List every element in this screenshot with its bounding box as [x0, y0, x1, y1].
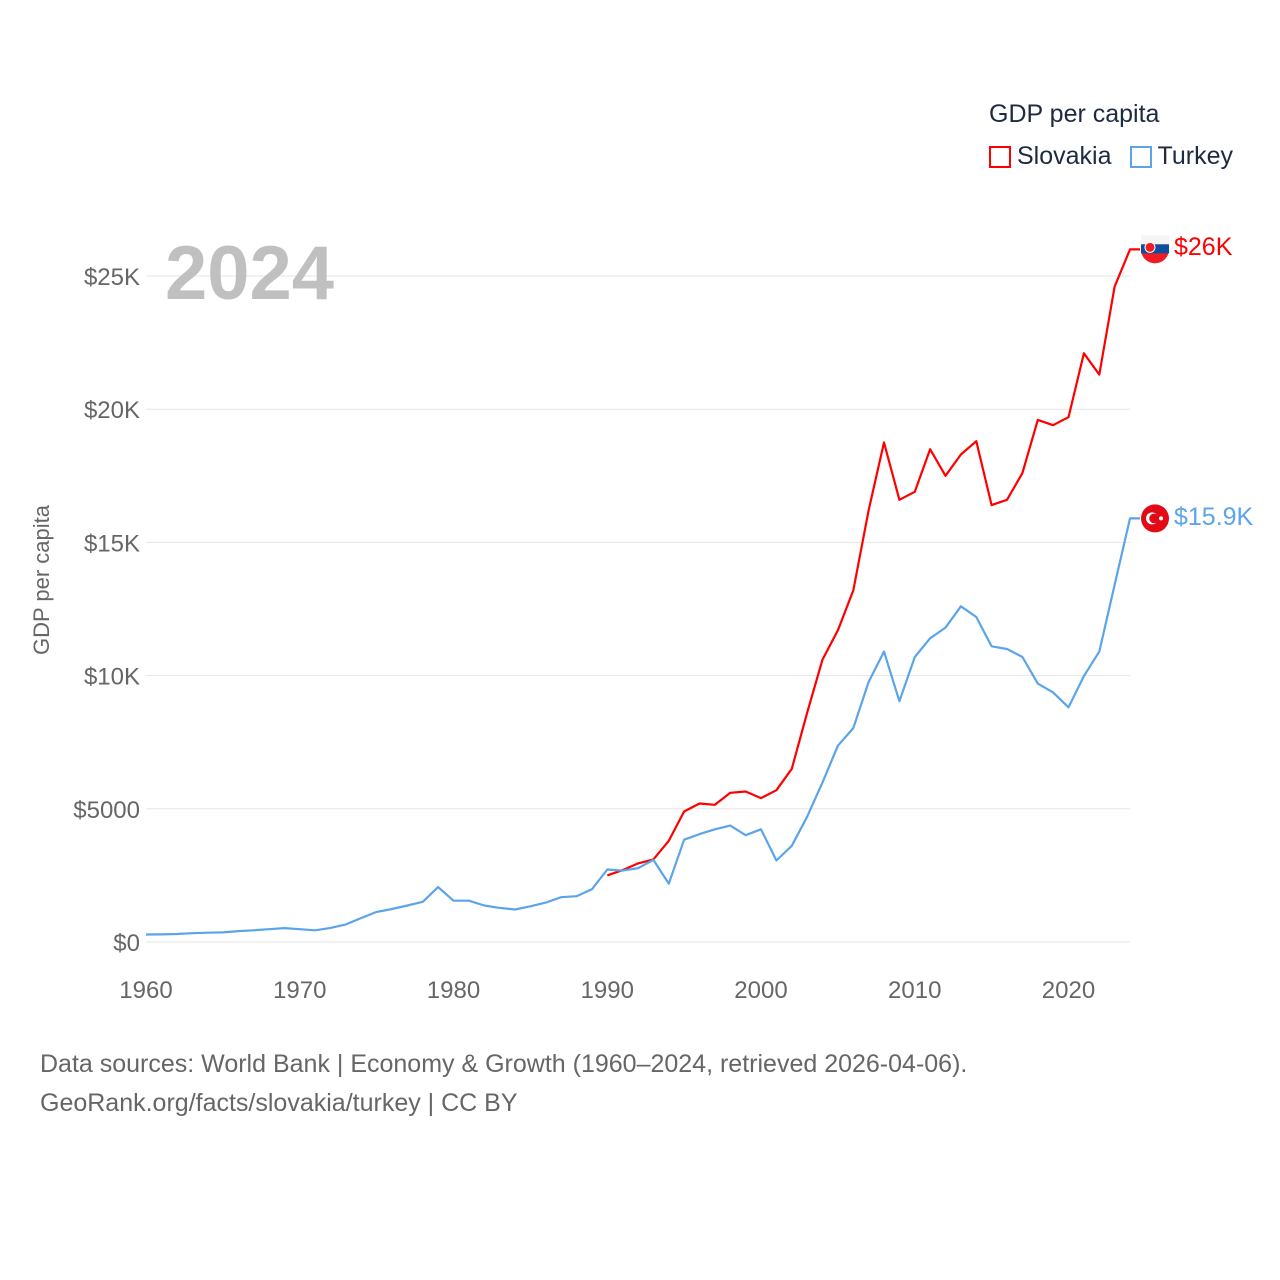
y-tick-label: $25K	[84, 264, 140, 291]
series-line-slovakia	[606, 248, 1140, 877]
legend-title: GDP per capita	[989, 100, 1160, 128]
source-line-1: Data sources: World Bank | Economy & Gro…	[40, 1050, 968, 1078]
y-tick-label: $5000	[73, 797, 140, 824]
turkey-flag-crescent-inner	[1149, 513, 1159, 524]
x-tick-label: 2000	[734, 977, 787, 1004]
x-tick-label: 1980	[427, 977, 480, 1004]
turkey-swatch	[1129, 145, 1152, 168]
legend-item-slovakia[interactable]: Slovakia	[989, 142, 1112, 171]
y-tick-label: $0	[113, 930, 140, 957]
slovakia-swatch	[989, 145, 1011, 168]
source-line-2[interactable]: GeoRank.org/facts/slovakia/turkey | CC B…	[40, 1089, 518, 1117]
slovakia-flag-white-band	[1141, 235, 1169, 245]
legend: Slovakia Turkey	[989, 142, 1233, 171]
legend-label-slovakia: Slovakia	[1017, 142, 1112, 170]
slovakia-end-label: $26K	[1174, 233, 1233, 261]
y-tick-label: $10K	[84, 664, 140, 691]
x-tick-label: 1960	[119, 977, 172, 1004]
legend-item-turkey[interactable]: Turkey	[1129, 142, 1233, 171]
y-tick-label: $15K	[84, 530, 140, 557]
legend-label-turkey: Turkey	[1157, 142, 1233, 170]
x-tick-label: 1990	[581, 977, 634, 1004]
x-tick-label: 1970	[273, 977, 326, 1004]
source-note: Data sources: World Bank | Economy & Gro…	[40, 1045, 967, 1123]
turkey-flag-star	[1159, 516, 1163, 521]
slovakia-flag-emblem	[1144, 241, 1156, 253]
turkey-end-label: $15.9K	[1174, 503, 1254, 531]
year-label: 2024	[165, 231, 335, 316]
x-tick-label: 2010	[888, 977, 941, 1004]
y-tick-label: $20K	[84, 397, 140, 424]
series-line-turkey	[145, 517, 1140, 936]
y-axis-label: GDP per capita	[29, 504, 54, 656]
x-tick-label: 2020	[1042, 977, 1095, 1004]
